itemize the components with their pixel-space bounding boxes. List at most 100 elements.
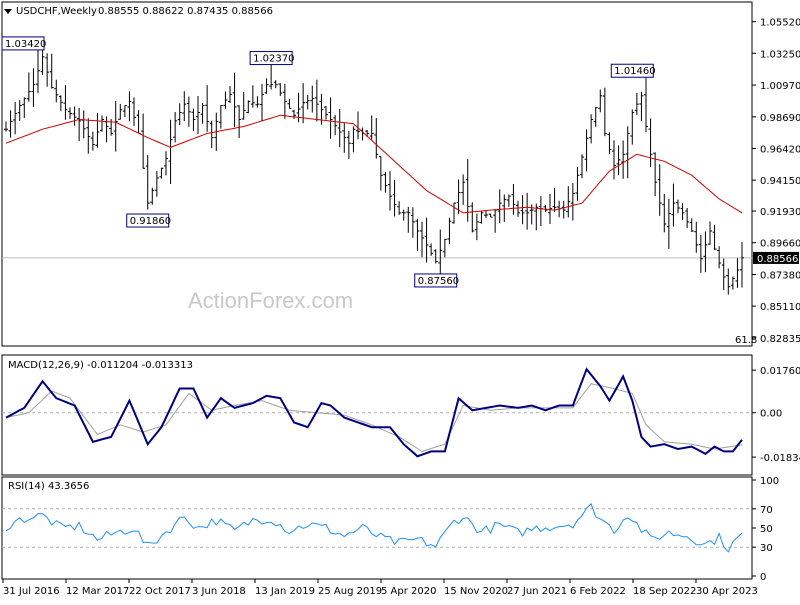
price-bar [712,224,717,251]
price-y-tick-label: 0.91930 [760,207,800,218]
price-y-tick-label: 1.03250 [760,49,800,60]
price-bar [154,170,159,197]
price-bar [132,97,136,127]
price-bar [191,108,196,132]
price-bar [177,103,182,126]
price-bar [566,186,571,218]
rsi-y-tick-label: 30 [760,543,773,554]
price-bar [698,234,703,273]
x-tick-label: 6 Feb 2022 [570,586,626,597]
annotation-box [126,213,170,228]
macd-y-tick-label: 0.00 [760,409,782,420]
price-bar [260,83,264,122]
price-bar [392,179,397,217]
price-bar [730,276,735,290]
price-bar [543,204,548,212]
price-bar [497,189,502,224]
x-tick-label: 5 Apr 2020 [381,586,436,597]
macd-title: MACD(12,26,9) -0.011204 -0.013313 [8,360,193,371]
price-bar [68,107,72,119]
price-bar [301,83,306,124]
annotation-label: 1.03420 [1,36,46,51]
annotation-text: 0.87560 [418,276,459,287]
price-bar [273,80,278,89]
annotation-text: 1.02370 [253,54,294,65]
price-bar [77,107,82,142]
price-bar [470,202,475,233]
x-tick-label: 13 Jan 2019 [255,586,315,597]
price-bar [264,78,269,94]
price-bar [278,83,283,97]
price-bar [657,164,662,216]
price-bar [740,242,744,288]
price-bar [388,171,392,211]
price-bar [612,140,616,180]
price-bar [452,202,456,224]
price-bar [287,98,292,109]
price-bar [721,258,726,291]
x-tick-label: 25 Aug 2019 [318,586,382,597]
rsi-y-tick-label: 70 [760,505,773,516]
price-bar [621,140,626,179]
price-y-tick-label: 0.82835 [760,334,800,345]
price-bar [378,155,383,191]
price-bar [607,132,612,154]
price-bar [310,85,315,113]
price-bar [150,187,155,205]
price-bar [671,183,676,227]
price-bar [461,174,466,205]
price-bar [72,106,77,126]
rsi-title: RSI(14) 43.3656 [8,481,89,492]
price-bar [548,194,552,225]
current-price-tag [753,251,799,264]
price-bar [173,112,178,143]
price-bar [575,167,580,201]
price-bar [520,195,525,225]
price-bar [516,200,520,217]
price-bar [589,114,594,144]
price-bar [8,110,13,138]
price-bar [95,113,100,148]
annotation-text: 1.03420 [5,39,46,50]
price-bar [141,113,146,169]
x-tick-label: 12 Mar 2017 [66,586,129,597]
price-bar [474,213,479,241]
macd-y-tick-label: 0.017603 [760,366,800,377]
price-bar [708,221,712,245]
price-bar [305,94,310,110]
price-y-tick-label: 0.85110 [760,302,800,313]
price-bar [337,109,342,148]
annotation-label: 0.87560 [414,273,459,288]
price-bar [342,123,347,153]
annotation-label: 1.01460 [610,63,656,78]
price-bar [49,53,54,89]
price-bar [401,209,406,221]
price-bar [45,53,50,87]
rsi-y-tick-label: 100 [760,476,779,487]
macd-layer [2,367,752,458]
price-bar [561,200,566,219]
price-y-tick-label: 1.05520 [760,18,800,29]
price-bar [662,193,667,233]
price-bar [648,118,653,168]
price-bar [525,192,530,230]
price-bar [36,49,40,94]
price-bar [58,95,63,111]
price-header-ohlc: 0.88555 0.88622 0.87435 0.88566 [98,6,273,17]
price-bar [639,91,644,122]
price-bar [511,183,516,215]
x-tick-label: 30 Apr 2023 [696,586,758,597]
price-bar [159,167,164,179]
price-bar [314,79,319,122]
price-bar [282,83,287,119]
price-bar [237,105,242,139]
price-bar [250,85,255,108]
price-bar [694,221,699,253]
price-bar [232,72,237,128]
price-bar [164,151,168,176]
price-bar [625,126,630,179]
price-bar [218,105,223,129]
price-y-tick-label: 1.00970 [760,81,800,92]
macd-line [5,367,743,458]
rsi-y-tick-label: 50 [760,524,773,535]
